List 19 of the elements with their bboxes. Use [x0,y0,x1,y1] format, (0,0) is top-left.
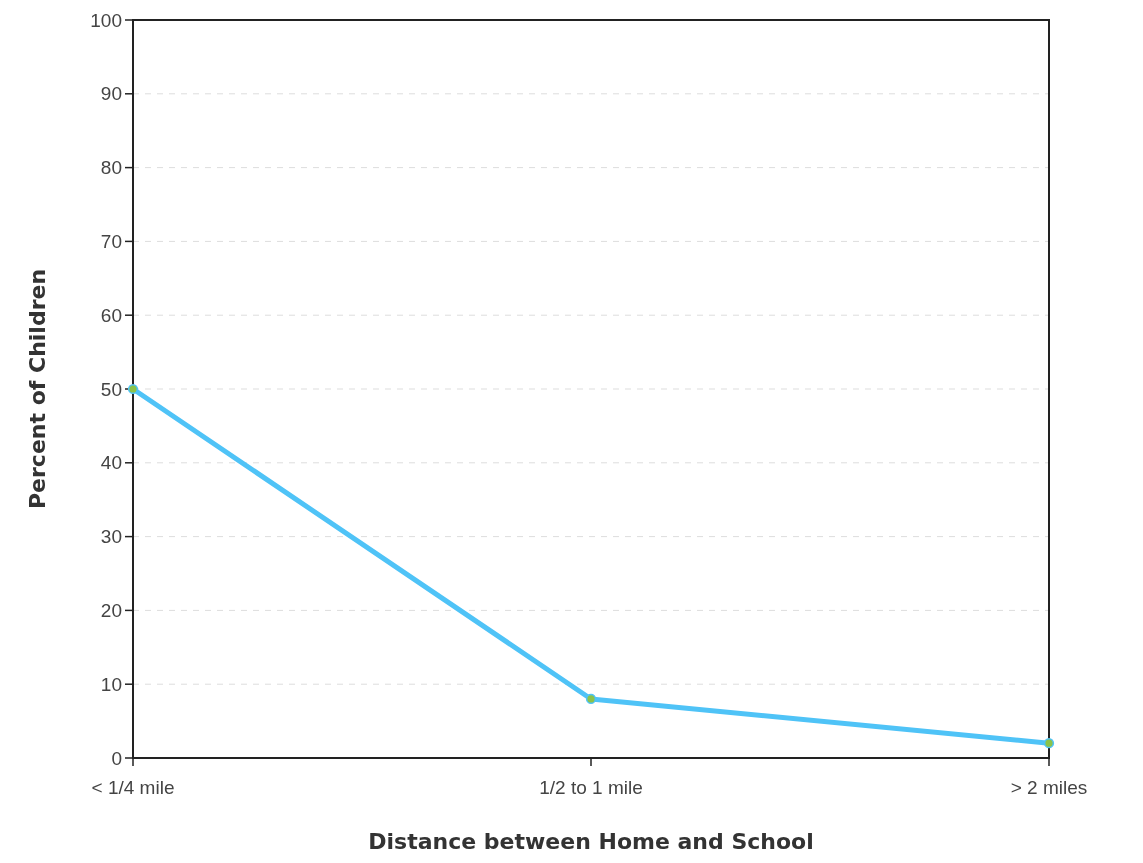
y-tick-label: 30 [100,526,122,548]
y-tick-label: 50 [100,378,122,400]
y-tick-label: 100 [90,9,122,31]
y-tick-label: 10 [100,673,122,695]
y-tick-label: 20 [100,600,122,622]
x-tick-label: < 1/4 mile [91,777,175,798]
x-tick-label: > 2 miles [1010,777,1088,798]
point [585,693,597,705]
point [127,383,139,395]
y-tick-label: 80 [100,157,122,179]
x-axis-title: Distance between Home and School [368,829,814,854]
y-tick-label: 90 [100,83,122,105]
y-axis-title: Percent of Children [25,268,50,510]
y-tick-label: 0 [111,747,122,769]
y-tick-label: 60 [100,304,122,326]
y-tick-label: 70 [100,231,122,253]
point [1043,738,1055,749]
y-tick-label: 40 [100,452,122,474]
x-tick-label: 1/2 to 1 mile [539,777,643,798]
